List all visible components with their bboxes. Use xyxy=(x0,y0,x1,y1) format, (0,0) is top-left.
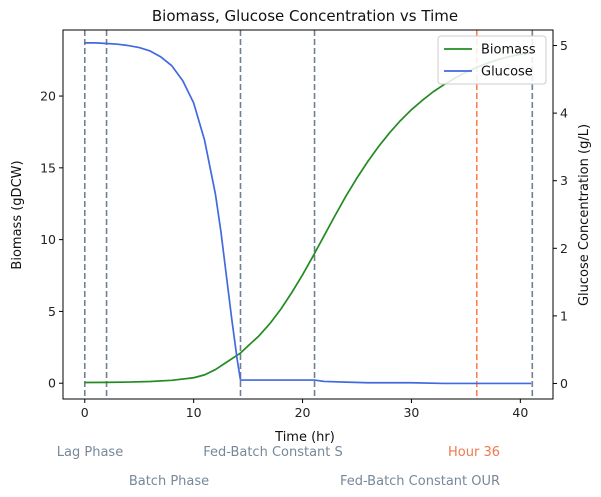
phase-label-0: Lag Phase xyxy=(57,445,123,460)
y-right-tick-label-5: 5 xyxy=(560,38,568,53)
y-right-tick-label-0: 0 xyxy=(560,376,568,391)
y-left-tick-label-0: 0 xyxy=(48,376,56,391)
x-axis-title: Time (hr) xyxy=(274,430,335,445)
series-line-glucose xyxy=(84,41,532,385)
legend-box xyxy=(437,35,547,85)
text-layer: Biomass, Glucose Concentration vs Time T… xyxy=(10,7,592,445)
axes-layer: 0 10 20 30 40 0 5 10 15 20 0 1 2 3 4 5 xyxy=(40,29,568,420)
y-left-tick-label-15: 15 xyxy=(40,160,56,175)
y-left-tick-label-10: 10 xyxy=(40,232,56,247)
phase-label-4: Hour 36 xyxy=(448,445,500,460)
y-axis-right-title: Glucose Concentration (g/L) xyxy=(577,124,592,306)
legend-label-glucose: Glucose xyxy=(481,65,533,80)
y-axis-left-title: Biomass (gDCW) xyxy=(10,160,25,269)
x-tick-label-20: 20 xyxy=(295,405,311,420)
x-tick-label-0: 0 xyxy=(81,405,89,420)
series-lines-layer xyxy=(84,41,532,385)
phase-labels-layer: Lag Phase Batch Phase Fed-Batch Constant S… xyxy=(57,445,500,489)
phase-label-2: Fed-Batch Constant S xyxy=(203,445,343,460)
phase-label-1: Batch Phase xyxy=(129,474,209,489)
y-right-tick-label-3: 3 xyxy=(560,173,568,188)
y-right-tick-label-1: 1 xyxy=(560,308,568,323)
y-left-tick-label-20: 20 xyxy=(40,89,56,104)
phase-label-3: Fed-Batch Constant OUR xyxy=(340,474,500,489)
x-tick-label-40: 40 xyxy=(512,405,528,420)
y-right-tick-label-4: 4 xyxy=(560,106,568,121)
phase-markers-layer xyxy=(83,30,534,399)
series-line-biomass xyxy=(84,52,532,384)
y-left-tick-label-5: 5 xyxy=(48,304,56,319)
plot-frame xyxy=(62,29,554,400)
y-right-tick-label-2: 2 xyxy=(560,241,568,256)
legend: Biomass Glucose xyxy=(437,35,547,85)
x-tick-label-10: 10 xyxy=(186,405,202,420)
legend-label-biomass: Biomass xyxy=(481,43,536,58)
x-tick-label-30: 30 xyxy=(403,405,419,420)
chart-title: Biomass, Glucose Concentration vs Time xyxy=(152,7,458,25)
